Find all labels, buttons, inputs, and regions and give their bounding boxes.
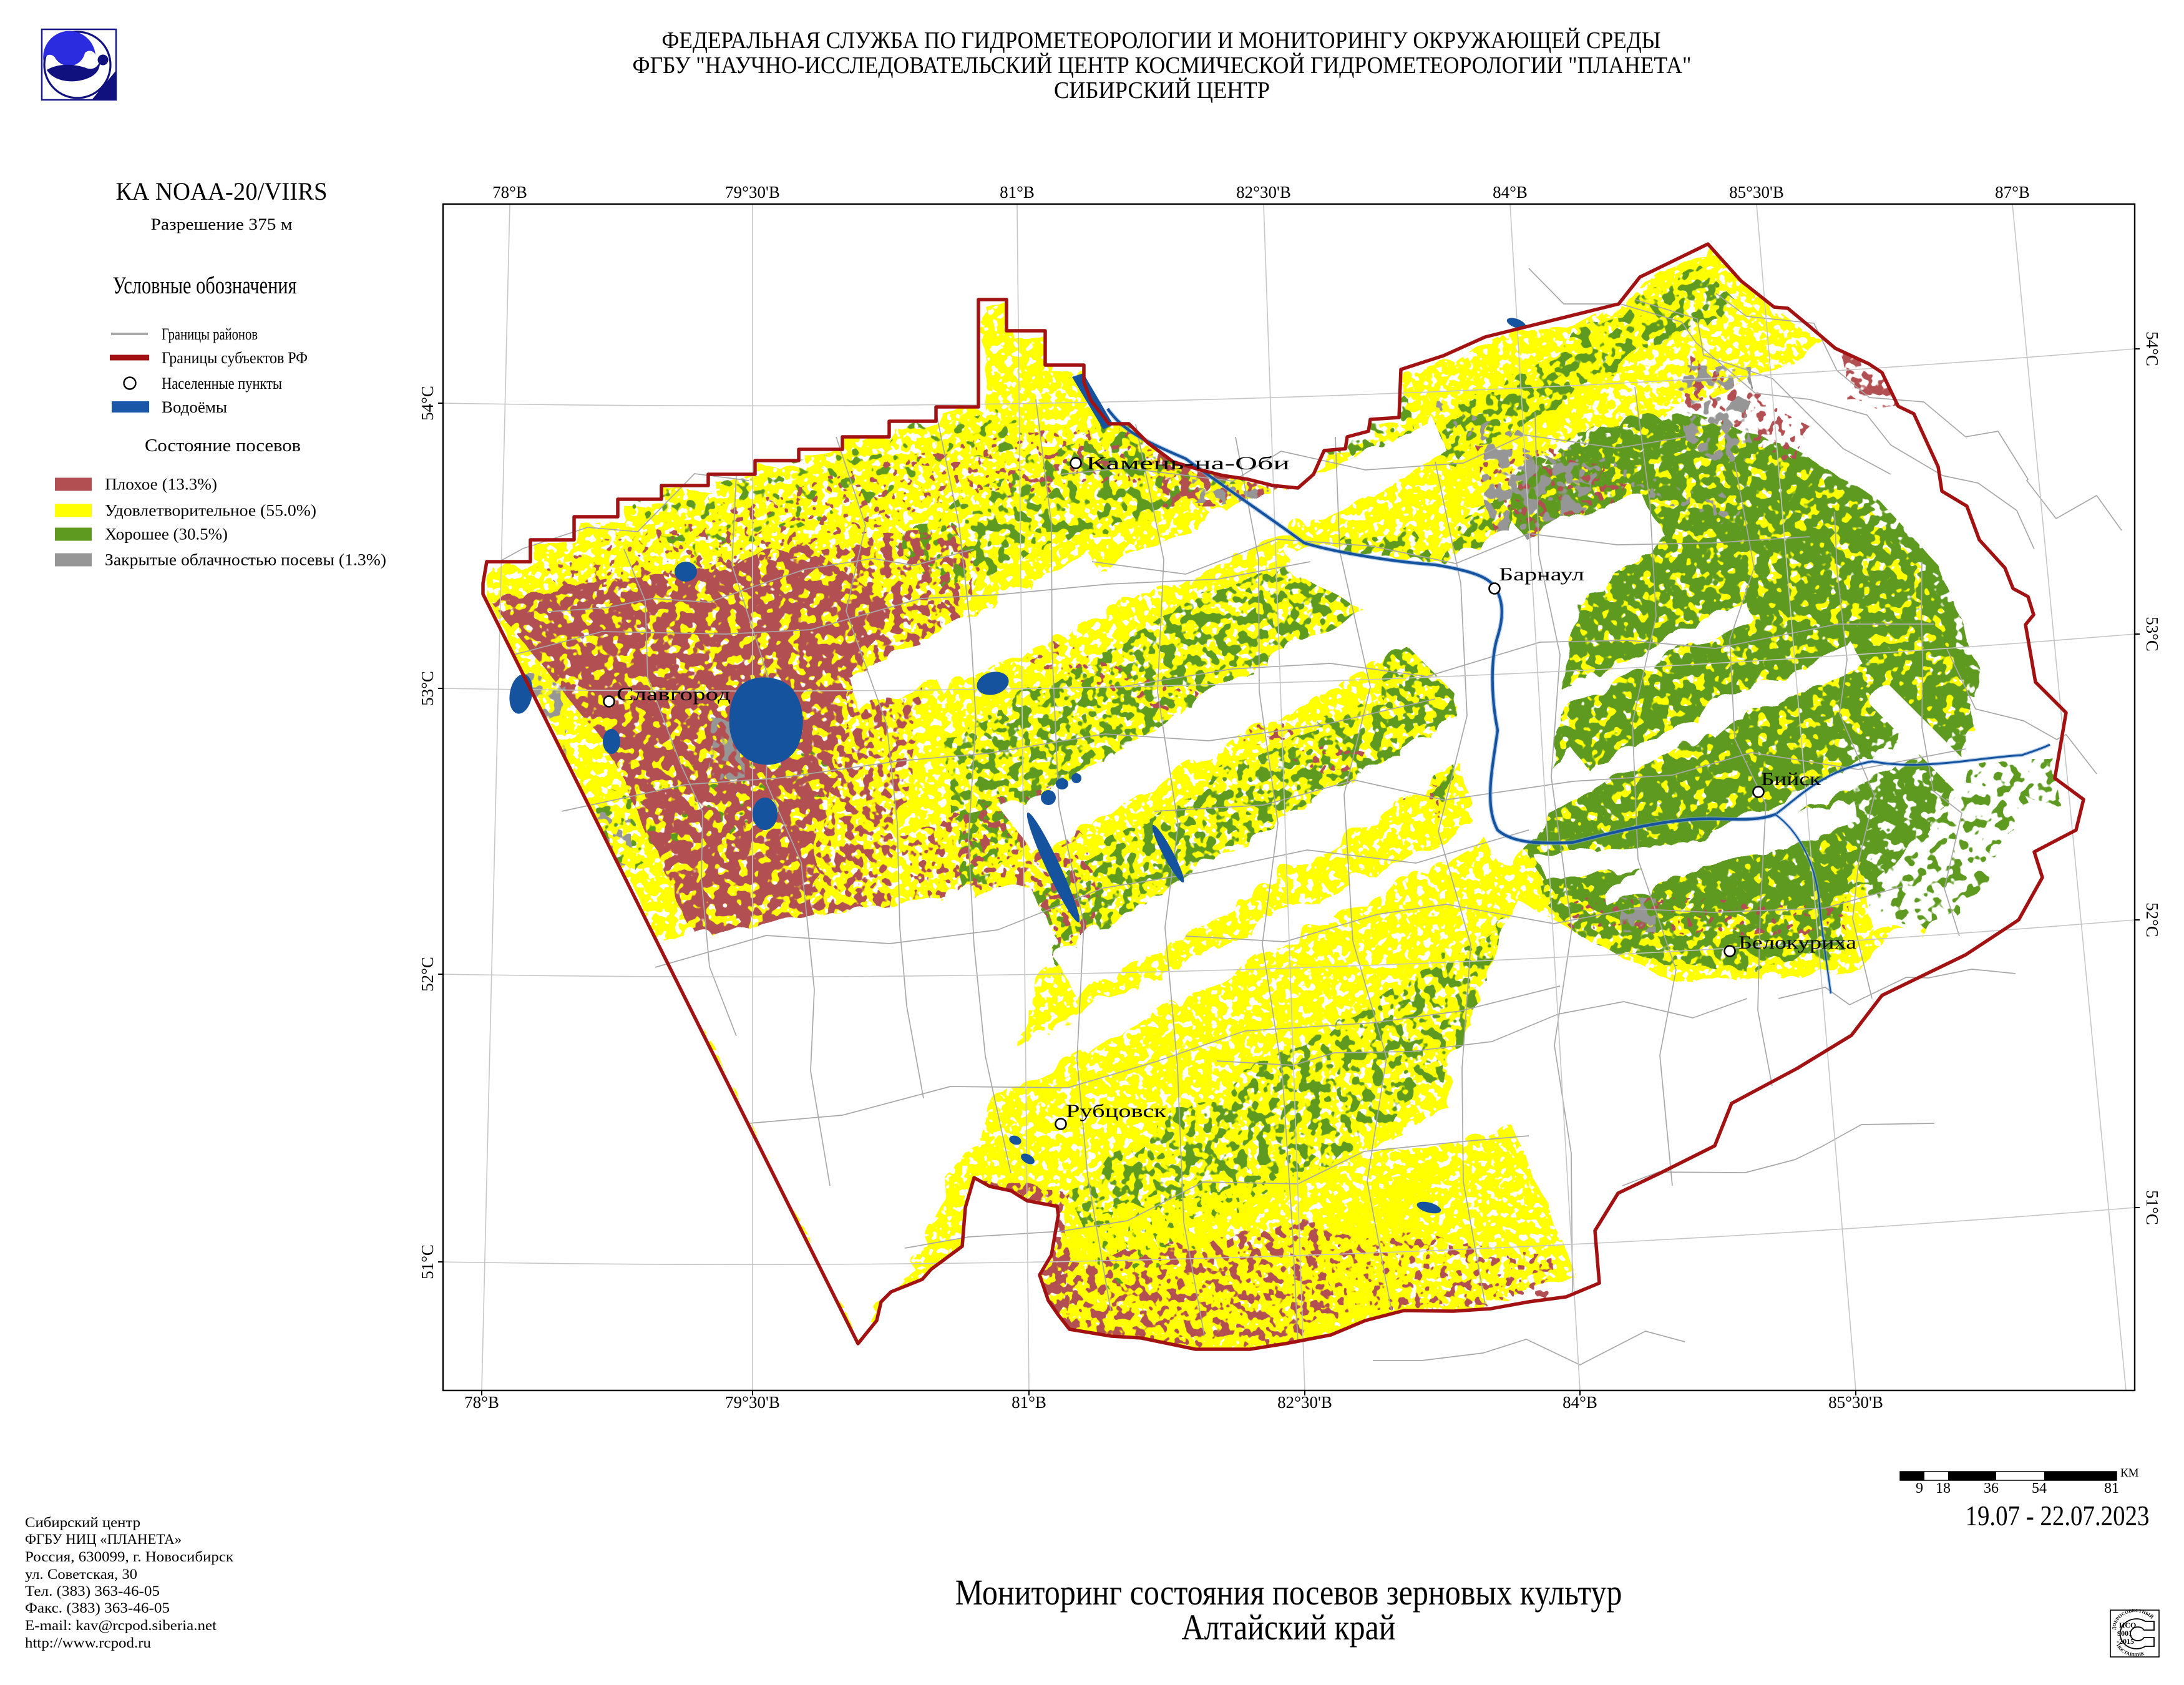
svg-text:9001: 9001 — [2117, 1629, 2132, 1638]
svg-text:54°С: 54°С — [2143, 331, 2162, 366]
svg-text:85°30'В: 85°30'В — [1729, 183, 1784, 202]
svg-text:Славгород: Славгород — [617, 684, 731, 705]
svg-text:Границы субъектов РФ: Границы субъектов РФ — [162, 349, 308, 367]
svg-text:Населенные пункты: Населенные пункты — [162, 374, 282, 393]
svg-text:Рубцовск: Рубцовск — [1066, 1101, 1167, 1121]
svg-text:78°В: 78°В — [492, 183, 527, 202]
svg-text:82°30'В: 82°30'В — [1236, 183, 1291, 202]
svg-text:Условные обозначения: Условные обозначения — [113, 272, 297, 299]
svg-text:52°С: 52°С — [2143, 902, 2162, 937]
svg-text:9: 9 — [1916, 1480, 1923, 1497]
svg-text:84°В: 84°В — [1562, 1393, 1597, 1412]
svg-text:Россия, 630099, г. Новосибирск: Россия, 630099, г. Новосибирск — [25, 1549, 234, 1565]
svg-text:81: 81 — [2104, 1480, 2119, 1497]
svg-text:Мониторинг состояния посевов з: Мониторинг состояния посевов зерновых ку… — [955, 1572, 1622, 1613]
svg-text:78°В: 78°В — [464, 1393, 499, 1412]
svg-text:81°В: 81°В — [1000, 183, 1035, 202]
svg-text:Плохое (13.3%): Плохое (13.3%) — [105, 476, 217, 494]
svg-text:ИСО: ИСО — [2119, 1621, 2136, 1629]
svg-text:51°С: 51°С — [2143, 1190, 2162, 1225]
svg-text:Хорошее (30.5%): Хорошее (30.5%) — [105, 525, 228, 544]
svg-text:ул. Советская, 30: ул. Советская, 30 — [25, 1566, 137, 1582]
svg-text:ФЕДЕРАЛЬНАЯ СЛУЖБА ПО ГИДРОМЕТ: ФЕДЕРАЛЬНАЯ СЛУЖБА ПО ГИДРОМЕТЕОРОЛОГИИ … — [662, 27, 1661, 54]
svg-text:84°В: 84°В — [1493, 183, 1528, 202]
svg-text:19.07 - 22.07.2023: 19.07 - 22.07.2023 — [1966, 1500, 2150, 1531]
svg-text:79°30'В: 79°30'В — [725, 183, 780, 202]
svg-text:87°В: 87°В — [1995, 183, 2030, 202]
svg-text:Сибирский центр: Сибирский центр — [25, 1515, 140, 1530]
svg-text:Барнаул: Барнаул — [1499, 564, 1584, 585]
svg-text:79°30'В: 79°30'В — [725, 1393, 780, 1412]
svg-text:Состояние посевов: Состояние посевов — [145, 436, 301, 456]
svg-text:-2015: -2015 — [2117, 1637, 2134, 1646]
svg-text:Границы районов: Границы районов — [162, 325, 258, 343]
svg-text:Водоёмы: Водоёмы — [162, 398, 227, 416]
svg-text:Белокуриха: Белокуриха — [1738, 932, 1856, 953]
svg-text:52°С: 52°С — [418, 957, 437, 992]
svg-text:36: 36 — [1984, 1480, 1999, 1497]
svg-text:18: 18 — [1936, 1480, 1951, 1497]
svg-text:Тел. (383) 363-46-05: Тел. (383) 363-46-05 — [25, 1583, 160, 1599]
svg-text:54: 54 — [2032, 1480, 2047, 1497]
svg-text:53°С: 53°С — [2143, 617, 2162, 652]
svg-text:КМ: КМ — [2120, 1467, 2139, 1480]
svg-text:E-mail: kav@rcpod.siberia.net: E-mail: kav@rcpod.siberia.net — [25, 1618, 217, 1633]
svg-text:КА NOAA-20/VIIRS: КА NOAA-20/VIIRS — [116, 177, 328, 205]
svg-text:82°30'В: 82°30'В — [1277, 1393, 1332, 1412]
svg-text:Разрешение 375 м: Разрешение 375 м — [151, 215, 293, 233]
svg-text:СИБИРСКИЙ ЦЕНТР: СИБИРСКИЙ ЦЕНТР — [1054, 77, 1270, 104]
svg-text:ФГБУ НИЦ «ПЛАНЕТА»: ФГБУ НИЦ «ПЛАНЕТА» — [25, 1531, 182, 1547]
svg-text:54°С: 54°С — [418, 386, 437, 421]
svg-text:81°В: 81°В — [1012, 1393, 1046, 1412]
svg-text:Закрытые облачностью посевы (1: Закрытые облачностью посевы (1.3%) — [105, 551, 386, 569]
svg-text:ФГБУ "НАУЧНО-ИССЛЕДОВАТЕЛЬСКИЙ: ФГБУ "НАУЧНО-ИССЛЕДОВАТЕЛЬСКИЙ ЦЕНТР КОС… — [633, 52, 1692, 79]
svg-text:Камень-на-Оби: Камень-на-Оби — [1086, 453, 1290, 474]
svg-text:http://www.rcpod.ru: http://www.rcpod.ru — [25, 1635, 152, 1651]
svg-text:51°С: 51°С — [418, 1244, 437, 1279]
svg-text:Алтайский край: Алтайский край — [1182, 1607, 1396, 1648]
svg-text:Факс. (383) 363-46-05: Факс. (383) 363-46-05 — [25, 1600, 170, 1616]
svg-text:85°30'В: 85°30'В — [1828, 1393, 1883, 1412]
svg-text:53°С: 53°С — [418, 671, 437, 706]
svg-text:Бийск: Бийск — [1761, 769, 1821, 789]
svg-text:Удовлетворительное (55.0%): Удовлетворительное (55.0%) — [105, 502, 316, 520]
